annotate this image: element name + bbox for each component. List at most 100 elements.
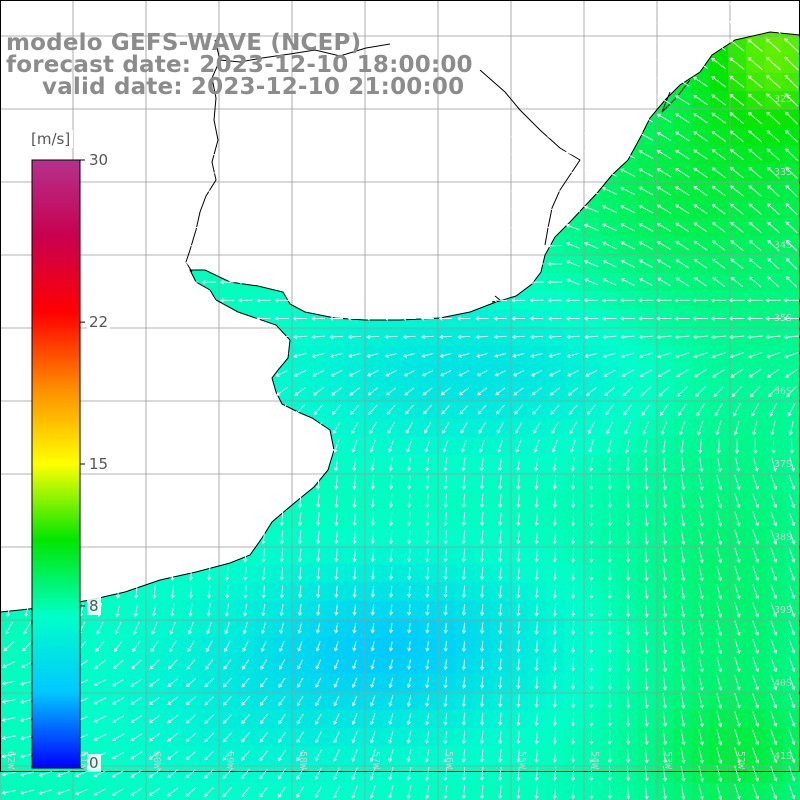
wind-arrow — [438, 134, 453, 139]
wind-arrow — [474, 280, 489, 285]
wind-arrow — [752, 711, 760, 728]
wind-arrow — [329, 352, 343, 358]
wind-arrow — [734, 765, 741, 782]
wind-arrow — [698, 729, 704, 746]
wind-arrow — [624, 421, 632, 435]
wind-arrow — [730, 276, 744, 288]
wind-arrow — [752, 784, 760, 800]
wind-arrow — [316, 530, 321, 545]
wind-arrow — [730, 258, 744, 269]
wind-arrow — [38, 789, 53, 795]
wind-arrow — [643, 439, 648, 454]
wind-arrow — [644, 511, 649, 527]
wind-arrow — [602, 334, 617, 340]
wind-arrow — [23, 439, 31, 454]
wind-arrow — [498, 493, 503, 509]
wind-arrow — [716, 584, 723, 600]
wind-arrow — [188, 493, 193, 509]
wind-arrow — [767, 276, 780, 288]
wind-arrow — [711, 167, 726, 179]
wind-arrow — [128, 334, 144, 340]
wind-arrow — [516, 548, 521, 563]
wind-arrow — [656, 113, 672, 123]
wind-arrow — [716, 784, 723, 800]
wind-arrow — [698, 693, 704, 709]
wind-arrow — [370, 713, 376, 726]
wind-arrow — [388, 493, 394, 509]
wind-arrow — [1, 261, 16, 266]
wind-arrow — [711, 222, 726, 233]
wind-arrow — [315, 439, 322, 453]
wind-arrow — [130, 787, 143, 796]
wind-arrow — [693, 22, 708, 33]
wind-arrow — [529, 334, 544, 340]
wind-arrow — [534, 603, 539, 617]
wind-arrow — [130, 386, 143, 396]
wind-arrow — [314, 731, 322, 744]
wind-arrow — [771, 438, 776, 454]
wind-arrow — [770, 511, 778, 527]
wind-arrow — [401, 207, 417, 212]
wind-arrow — [261, 475, 266, 490]
wind-arrow — [716, 511, 723, 527]
wind-arrow — [661, 438, 666, 454]
wind-arrow — [644, 711, 649, 727]
wind-arrow — [566, 278, 580, 286]
wind-arrow — [765, 20, 781, 34]
wind-arrow — [134, 566, 139, 581]
wind-arrow — [765, 316, 781, 321]
wind-arrow — [534, 585, 539, 599]
wind-arrow — [425, 512, 430, 527]
wind-arrow — [278, 695, 286, 707]
wind-arrow — [680, 657, 686, 673]
wind-arrow — [243, 493, 248, 509]
wind-arrow — [602, 223, 617, 232]
wind-arrow — [110, 170, 126, 175]
wind-arrow — [644, 529, 649, 545]
wind-arrow — [766, 166, 780, 179]
wind-arrow — [1, 680, 16, 686]
wind-arrow — [584, 352, 598, 358]
wind-arrow — [456, 170, 471, 175]
wind-arrow — [749, 385, 761, 398]
wind-arrow — [388, 731, 394, 744]
wind-arrow — [2, 369, 16, 377]
wind-arrow — [696, 403, 705, 417]
wind-arrow — [644, 620, 649, 636]
wind-arrow — [770, 747, 778, 764]
wind-arrow — [134, 475, 139, 490]
wind-arrow — [698, 747, 704, 764]
wind-arrow — [606, 439, 612, 454]
wind-arrow — [748, 185, 762, 197]
wind-arrow — [456, 134, 471, 139]
wind-arrow — [474, 207, 490, 212]
wind-arrow — [365, 189, 380, 194]
wind-arrow — [225, 548, 230, 563]
wind-arrow — [693, 131, 708, 142]
wind-arrow — [315, 604, 321, 616]
wind-arrow — [607, 548, 612, 563]
wind-arrow — [219, 170, 235, 175]
wind-arrow — [439, 334, 452, 339]
wind-arrow — [570, 748, 576, 763]
wind-arrow — [5, 421, 13, 435]
wind-arrow — [169, 439, 176, 454]
wind-arrow — [352, 530, 357, 545]
coastline — [0, 31, 800, 613]
wind-arrow — [329, 152, 344, 157]
wind-arrow — [638, 132, 654, 141]
wind-arrow — [551, 422, 559, 434]
wind-arrow — [571, 694, 576, 709]
wind-arrow — [620, 223, 635, 232]
wind-arrow — [256, 298, 271, 303]
wind-arrow — [370, 677, 376, 688]
wind-arrow — [420, 280, 435, 285]
wind-arrow — [680, 602, 686, 618]
wind-arrow — [785, 148, 798, 161]
wind-arrow — [407, 585, 412, 598]
wind-arrow — [568, 404, 578, 415]
wind-arrow — [20, 369, 34, 377]
wind-arrow — [407, 604, 412, 616]
wind-arrow — [170, 530, 175, 545]
wind-arrow — [547, 225, 563, 230]
